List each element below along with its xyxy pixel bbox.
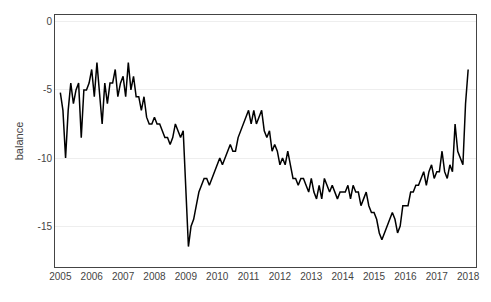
svg-text:-15: -15: [38, 221, 53, 232]
svg-text:0: 0: [46, 16, 52, 27]
svg-text:2017: 2017: [426, 271, 449, 282]
svg-text:2009: 2009: [175, 271, 198, 282]
svg-text:2007: 2007: [112, 271, 135, 282]
svg-text:2018: 2018: [457, 271, 480, 282]
svg-text:-10: -10: [38, 153, 53, 164]
svg-text:2013: 2013: [300, 271, 323, 282]
svg-text:2006: 2006: [81, 271, 104, 282]
svg-text:2010: 2010: [206, 271, 229, 282]
svg-text:2014: 2014: [332, 271, 355, 282]
svg-text:2005: 2005: [49, 271, 72, 282]
svg-text:2016: 2016: [394, 271, 417, 282]
svg-text:2015: 2015: [363, 271, 386, 282]
svg-text:2008: 2008: [143, 271, 166, 282]
svg-text:2012: 2012: [269, 271, 292, 282]
svg-text:2011: 2011: [238, 271, 260, 282]
svg-text:balance: balance: [13, 122, 25, 161]
svg-text:-5: -5: [43, 84, 52, 95]
